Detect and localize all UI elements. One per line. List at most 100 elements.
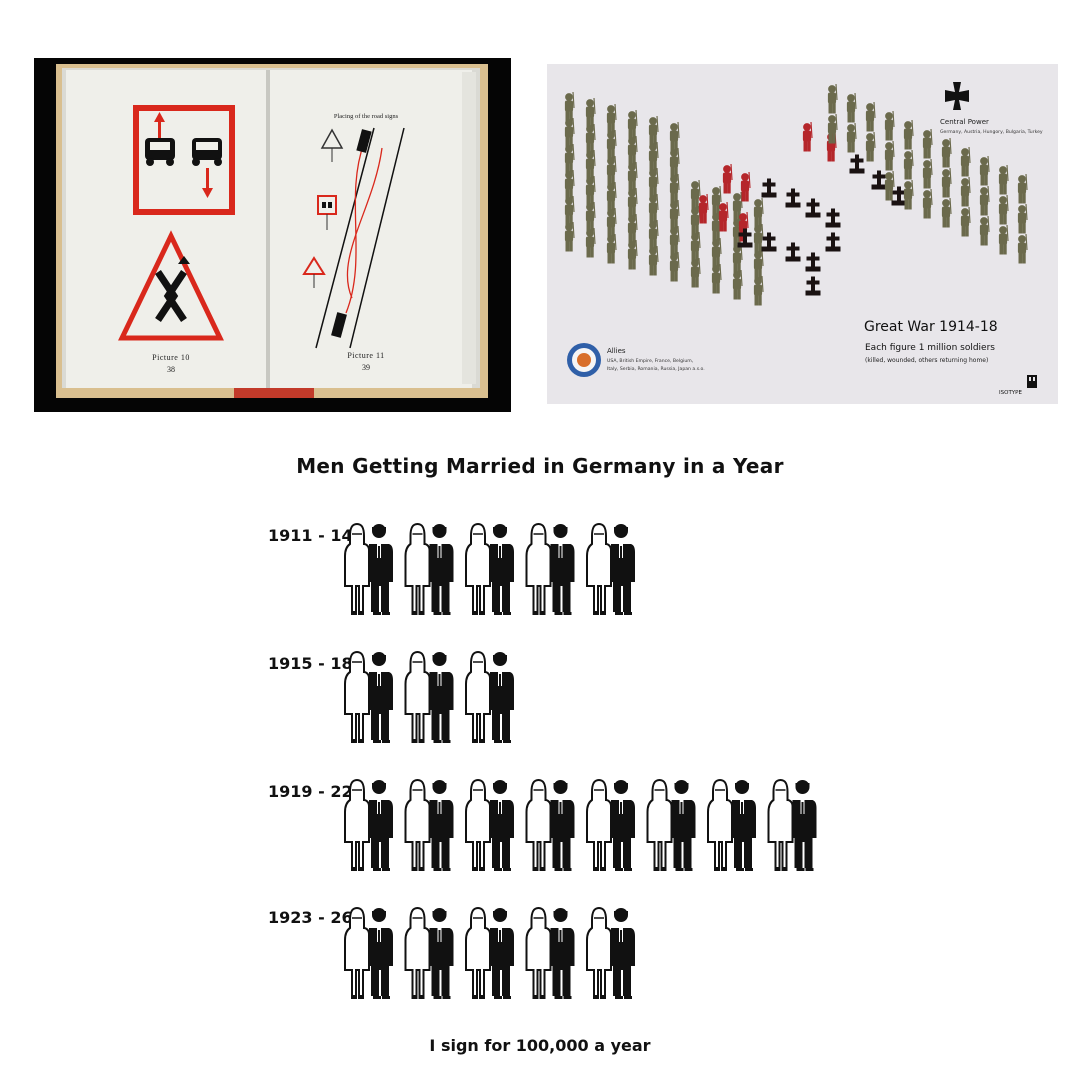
couple-icon [465,523,515,616]
grave-cross-icon [785,188,801,208]
row-label-1923-26: 1923 - 26 [268,908,353,927]
poster-subtitle: Each figure 1 million soldiers [865,343,995,353]
central-soldier-icon [1017,173,1028,204]
row-label-1915-18: 1915 - 18 [268,654,353,673]
central-soldier-icon [1017,203,1028,234]
central-soldier-icon [903,149,914,180]
poster-canvas: Central Power Germany, Austria, Hungory,… [564,82,1043,396]
central-soldier-icon [979,155,990,186]
couple-icon [586,907,636,1000]
allied-soldier-icon [690,205,701,236]
couple-icon [404,523,455,616]
central-soldier-icon [884,140,895,171]
couple-icon [404,907,455,1000]
allied-soldier-icon [564,91,575,122]
grave-cross-icon [761,232,777,252]
allied-soldier-icon [585,201,596,232]
priority-sign-icon [133,105,235,215]
allied-soldier-icon [711,263,722,294]
iron-cross-icon [945,82,969,110]
allied-soldier-icon [627,187,638,218]
allied-soldier-icon [585,149,596,180]
central-soldier-icon [865,101,876,132]
grave-cross-icon [761,178,777,198]
poster-title: Great War 1914-18 [864,319,998,335]
central-soldier-icon [998,224,1009,255]
right-page-number: 39 [362,363,370,372]
central-soldier-icon [865,131,876,162]
graves [737,154,907,296]
central-soldier-icon [1017,233,1028,264]
grave-cross-icon [825,232,841,252]
central-power-title: Central Power [940,118,989,126]
allied-soldier-icon [669,251,680,282]
grave-cross-icon [849,154,865,174]
wounded-soldier-icon [802,121,813,152]
allied-soldier-icon [753,275,764,306]
couple-icon [586,523,636,616]
allied-soldier-icon [669,173,680,204]
open-book-illustration: Picture 10 38 Placing of the road signs … [56,64,488,398]
allied-soldier-icon [564,195,575,226]
central-soldier-icon [922,188,933,219]
allies-title: Allies [607,347,626,355]
allied-soldier-icon [711,185,722,216]
allied-soldier-icon [627,213,638,244]
couple-icon [525,779,576,872]
allied-soldier-icon [585,227,596,258]
left-page-caption: Picture 10 [152,353,190,362]
chart-footer: I sign for 100,000 a year [429,1036,651,1055]
allies-members-line2: Italy, Serbia, Romania, Russia, Japan a.… [607,366,705,372]
allied-soldier-icon [669,121,680,152]
grave-cross-icon [825,208,841,228]
couple-icon [465,779,515,872]
allied-soldier-icon [564,169,575,200]
allies-soldiers [564,91,764,306]
allied-soldier-icon [606,155,617,186]
central-soldier-icon [846,122,857,153]
allied-soldier-icon [585,123,596,154]
couple-icon [404,779,455,872]
central-soldier-icon [884,170,895,201]
couple-icon [586,779,636,872]
grave-cross-icon [785,242,801,262]
central-soldier-icon [960,146,971,177]
pictogram-rows [344,523,818,1000]
allied-soldier-icon [669,199,680,230]
allied-soldier-icon [669,147,680,178]
central-soldier-icon [941,167,952,198]
couple-icon [344,523,394,616]
central-soldier-icon [884,110,895,141]
allied-soldier-icon [606,129,617,160]
couple-icon [707,779,757,872]
right-page-caption: Picture 11 [347,351,384,360]
chart-title: Men Getting Married in Germany in a Year [296,454,784,478]
left-page-number: 38 [167,365,175,374]
allied-soldier-icon [648,115,659,146]
allied-soldier-icon [690,179,701,210]
allied-soldier-icon [753,197,764,228]
crossing-triangle-sign-icon [118,230,224,341]
roundel-icon [567,343,601,377]
allied-soldier-icon [606,103,617,134]
central-soldier-icon [979,215,990,246]
allied-soldier-icon [753,249,764,280]
central-soldier-icon [941,137,952,168]
couple-icon [344,651,394,744]
right-page [270,70,472,388]
grave-cross-icon [805,276,821,296]
allied-soldier-icon [627,109,638,140]
road-sign-book-photo: Picture 10 38 Placing of the road signs … [34,58,511,412]
couple-icon [525,907,576,1000]
central-soldier-icon [922,158,933,189]
allied-soldier-icon [732,243,743,274]
poster-note: (killed, wounded, others returning home) [865,357,988,364]
allies-members-line1: USA, British Empire, France, Belgium, [607,358,694,364]
allied-soldier-icon [564,221,575,252]
road-diagram [302,127,405,349]
isotype-logo-icon [1027,375,1037,388]
right-page-heading: Placing of the road signs [334,113,399,120]
central-soldier-icon [827,83,838,114]
couple-icon [344,779,394,872]
allied-soldier-icon [690,231,701,262]
